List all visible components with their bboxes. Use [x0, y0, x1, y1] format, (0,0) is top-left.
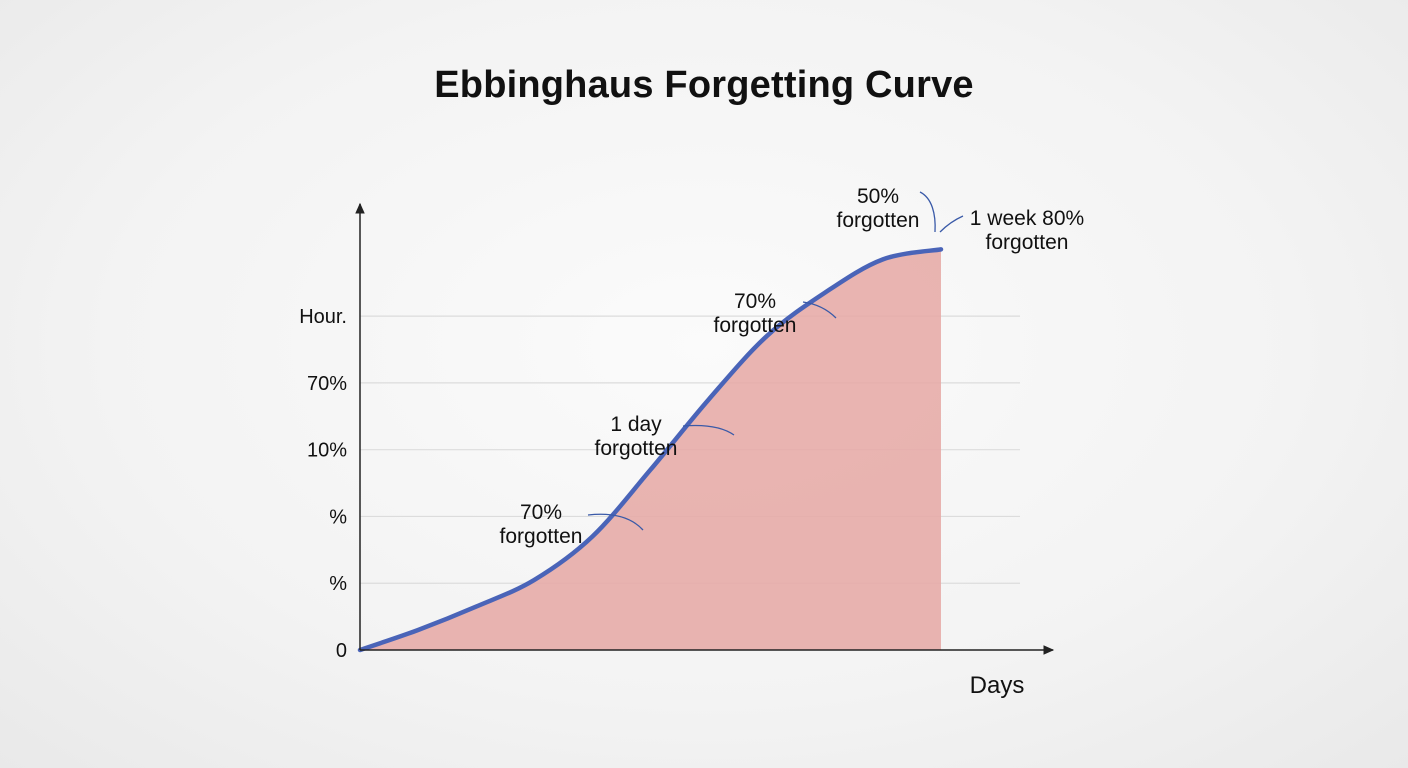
chart-title: Ebbinghaus Forgetting Curve — [434, 64, 974, 106]
annotation-text: 50% — [857, 185, 899, 208]
annotation-text: forgotten — [595, 437, 678, 460]
annotation-leader — [939, 215, 964, 233]
series-line — [357, 247, 944, 653]
annotation-text: forgotten — [714, 314, 797, 337]
annotation-text: 1 week 80% — [970, 207, 1084, 230]
annotation: 50%forgotten — [837, 185, 936, 233]
annotation-text: 70% — [734, 290, 776, 313]
annotation: 70%forgotten — [500, 501, 644, 548]
y-tick-labels: 0%% 10% 70% Hour. — [299, 306, 347, 662]
annotation-text: forgotten — [500, 525, 583, 548]
y-tick-label: 0 — [336, 640, 347, 662]
y-tick-label: Hour. — [299, 306, 347, 328]
annotation-text: forgotten — [837, 209, 920, 232]
y-tick-label: 70% — [307, 373, 347, 395]
y-tick-label: 10% — [307, 440, 347, 462]
annotation-leader — [682, 424, 735, 436]
annotation-leader — [919, 191, 936, 233]
area-fill — [360, 249, 941, 650]
annotation-text: forgotten — [986, 231, 1069, 254]
y-tick-label: % — [329, 506, 347, 528]
annotation-leader — [802, 301, 837, 319]
annotation: 70%forgotten — [714, 290, 837, 337]
annotation-text: 1 day — [610, 413, 662, 436]
annotation: 1 week 80%forgotten — [939, 207, 1084, 254]
annotation-text: 70% — [520, 501, 562, 524]
y-tick-label: % — [329, 573, 347, 595]
annotation-leader — [587, 513, 644, 531]
x-axis-label: Days — [970, 672, 1025, 699]
